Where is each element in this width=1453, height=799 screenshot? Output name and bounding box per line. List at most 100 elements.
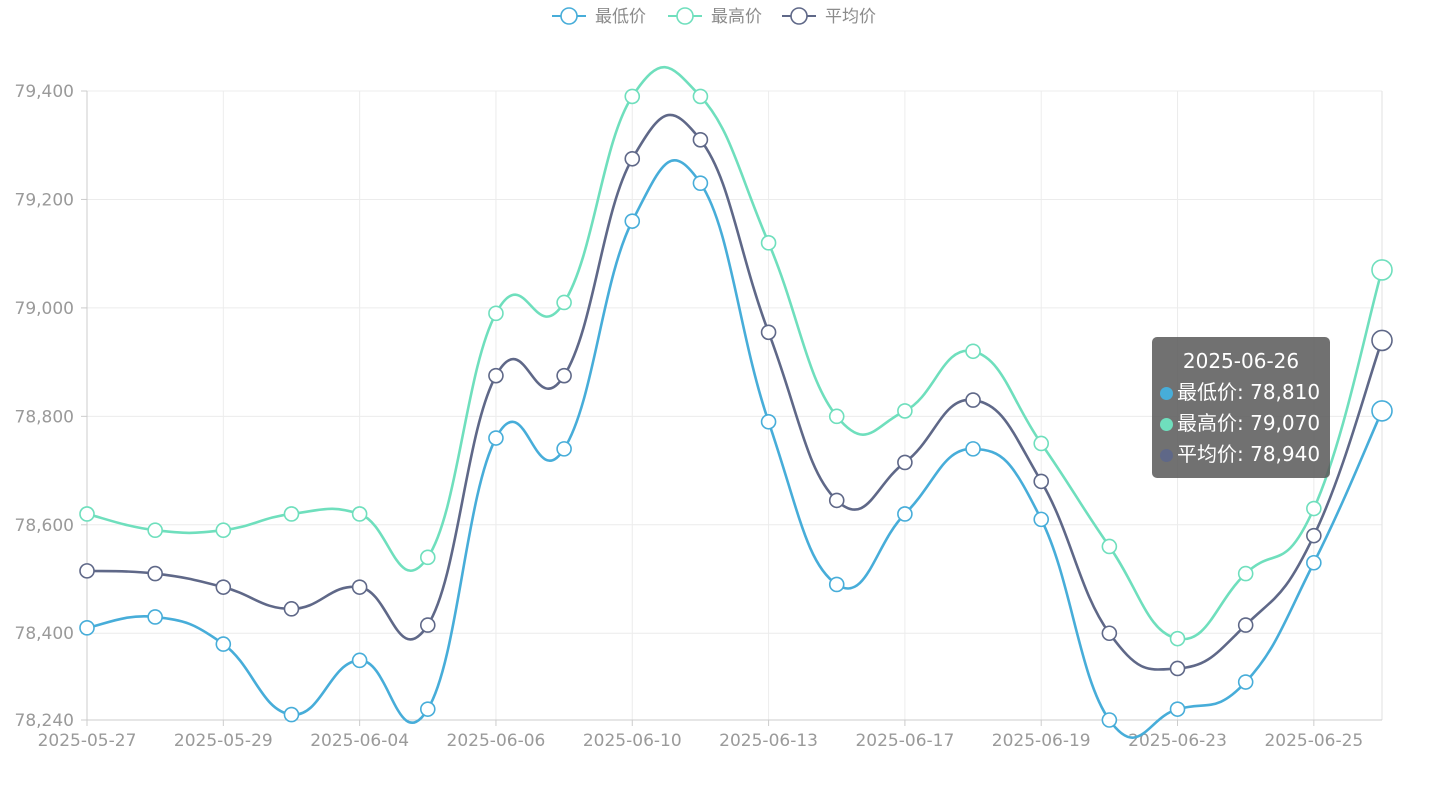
data-point-max[interactable] [283,506,300,522]
data-point-max[interactable] [351,506,368,522]
legend-label: 最高价 [711,7,762,27]
data-point-avg[interactable] [1371,329,1393,352]
data-point-min[interactable] [1371,400,1393,422]
x-tick-label: 2025-06-10 [583,731,682,751]
data-point-max[interactable] [760,235,777,251]
x-tick-label: 2025-06-25 [1264,731,1363,751]
y-tick-label: 79,200 [15,190,74,210]
data-point-avg[interactable] [488,367,504,384]
data-point-max[interactable] [965,343,981,360]
data-point-avg[interactable] [283,601,300,617]
data-point-min[interactable] [283,706,300,723]
y-tick-label: 78,800 [15,407,74,427]
data-point-avg[interactable] [351,579,368,595]
data-point-min[interactable] [215,636,232,652]
data-point-min[interactable] [419,701,436,717]
data-point-avg[interactable] [897,454,913,471]
tooltip-title: 2025-06-26 [1182,349,1300,373]
x-tick-label: 2025-06-06 [447,731,546,751]
legend-label: 最低价 [595,7,646,27]
data-point-avg[interactable] [215,579,232,595]
data-point-max[interactable] [215,522,232,539]
data-point-avg[interactable] [692,132,709,148]
data-point-avg[interactable] [1237,617,1254,633]
data-point-min[interactable] [147,609,163,625]
data-point-avg[interactable] [419,617,436,633]
tooltip-dot-avg [1160,449,1173,462]
data-point-max[interactable] [1169,630,1186,647]
data-point-min[interactable] [488,430,504,446]
data-point-min[interactable] [1101,712,1118,728]
data-point-max[interactable] [897,403,913,419]
data-point-max[interactable] [1306,500,1322,517]
data-point-max[interactable] [79,506,95,522]
data-point-min[interactable] [897,506,913,522]
data-point-min[interactable] [1237,674,1254,690]
legend-marker-icon [676,7,694,25]
series-max [79,65,1393,647]
data-point-max[interactable] [1101,538,1118,555]
data-point-max[interactable] [147,522,163,539]
data-point-max[interactable] [1033,435,1050,452]
data-point-min[interactable] [1169,701,1186,717]
data-point-avg[interactable] [1033,473,1050,490]
legend-marker-icon [560,7,578,25]
x-tick-label: 2025-06-17 [855,731,954,751]
data-point-min[interactable] [556,441,572,457]
data-point-min[interactable] [965,441,981,457]
data-point-max[interactable] [556,294,572,311]
legend-item-max[interactable]: 最高价 [668,7,762,27]
series-lines [79,65,1393,739]
tooltip-label-max: 最高价: 79,070 [1177,411,1321,435]
legend-label: 平均价 [825,7,876,27]
data-point-min[interactable] [351,652,368,669]
y-tick-label: 78,400 [15,624,74,644]
data-point-avg[interactable] [760,324,777,341]
data-point-max[interactable] [488,305,504,322]
data-point-avg[interactable] [556,367,572,384]
data-point-avg[interactable] [1101,625,1118,642]
tooltip-row-max: 最高价: 79,070 [1160,408,1330,439]
legend-item-avg[interactable]: 平均价 [782,7,876,27]
data-point-max[interactable] [419,549,436,566]
data-point-min[interactable] [692,175,709,191]
tooltip-row-avg: 平均价: 78,940 [1160,439,1330,470]
data-point-avg[interactable] [79,563,95,579]
data-point-min[interactable] [1033,511,1050,528]
tooltip-label-avg: 平均价: 78,940 [1177,442,1321,466]
tooltip: 2025-06-26 最低价: 78,810 最高价: 79,070 平均价: … [1152,337,1330,478]
data-point-max[interactable] [692,88,709,105]
data-point-avg[interactable] [965,392,981,408]
data-point-min[interactable] [79,620,95,636]
data-point-avg[interactable] [147,565,163,582]
x-tick-label: 2025-06-13 [719,731,818,751]
data-point-min[interactable] [1306,554,1322,571]
data-point-min[interactable] [828,576,845,593]
tooltip-label-min: 最低价: 78,810 [1177,380,1321,404]
y-tick-label: 78,600 [15,516,74,536]
tooltip-dot-max [1160,418,1173,431]
data-point-min[interactable] [624,213,641,229]
series-min [79,159,1393,739]
x-tick-label: 2025-06-04 [310,731,409,751]
data-point-max[interactable] [828,408,845,425]
x-tick-label: 2025-05-27 [38,731,137,751]
data-point-max[interactable] [1371,259,1393,281]
data-point-max[interactable] [624,88,641,105]
legend-item-min[interactable]: 最低价 [552,7,646,27]
tooltip-dot-min [1160,387,1173,400]
data-point-min[interactable] [760,413,777,430]
data-point-avg[interactable] [1169,660,1186,677]
x-tick-label: 2025-06-19 [992,731,1091,751]
y-tick-label: 79,400 [15,82,74,102]
axes: 78,240 78,400 78,600 78,800 79,000 79,200 79,4… [15,82,1382,751]
data-point-avg[interactable] [828,492,845,509]
x-tick-label: 2025-06-23 [1128,731,1227,751]
data-point-avg[interactable] [1306,527,1322,544]
legend[interactable]: 最低价 最高价 平均价 [552,7,876,27]
data-point-avg[interactable] [624,150,641,167]
y-tick-label: 79,000 [15,299,74,319]
data-point-max[interactable] [1237,565,1254,582]
